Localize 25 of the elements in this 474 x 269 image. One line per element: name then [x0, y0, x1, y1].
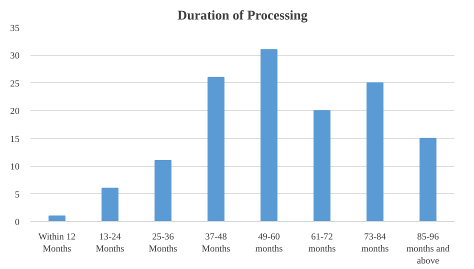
x-tick-label: 61-72 months [308, 232, 336, 254]
x-tick-label: 37-48 Months [202, 232, 231, 254]
x-tick-label: 25-36 Months [148, 232, 178, 254]
bar [420, 138, 436, 222]
x-tick-label: 73-84 months [361, 232, 390, 254]
bar [102, 188, 118, 222]
y-tick-label: 25 [10, 79, 20, 90]
bar [366, 82, 384, 222]
x-tick-label: 85-96 months and above [406, 232, 450, 266]
chart-title: Duration of Processing [177, 8, 308, 22]
bar [260, 49, 278, 222]
bar [48, 215, 66, 222]
y-tick-label: 20 [10, 107, 20, 118]
y-tick-label: 35 [10, 24, 20, 34]
bar [154, 160, 172, 222]
x-tick-label: 49-60 months [255, 232, 284, 254]
y-tick-label: 0 [14, 218, 20, 228]
bar [314, 110, 330, 222]
x-tick-label: 13-24 Months [96, 232, 125, 254]
y-tick-label: 15 [10, 134, 20, 145]
y-tick-label: 30 [10, 52, 20, 62]
y-tick-label: 10 [10, 162, 20, 173]
x-tick-label: Within 12 Months [38, 232, 76, 254]
y-tick-label: 5 [14, 190, 20, 200]
bar [208, 76, 224, 222]
